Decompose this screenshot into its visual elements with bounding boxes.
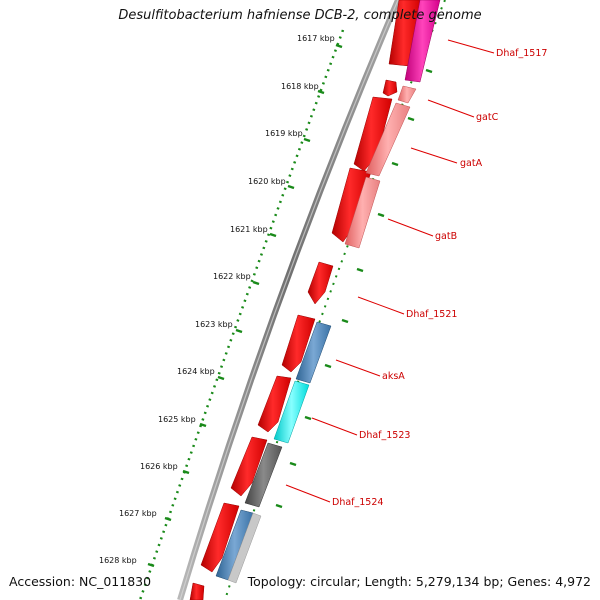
kbp-label: 1619 kbp	[265, 129, 303, 138]
gene-aksa[interactable]	[295, 321, 332, 384]
kbp-label: 1618 kbp	[281, 82, 319, 91]
inner-ticks	[275, 68, 433, 509]
gene-dhaf-1517[interactable]	[404, 0, 441, 83]
kbp-label: 1627 kbp	[119, 509, 157, 518]
annotation-ring	[215, 0, 441, 584]
outer-ticks	[147, 43, 343, 568]
cds-ring	[189, 0, 422, 600]
gene-label-dhaf-1524[interactable]: Dhaf_1524	[332, 497, 383, 508]
gene-label-dhaf-1521[interactable]: Dhaf_1521	[406, 309, 457, 320]
gene-gatc[interactable]	[397, 85, 417, 104]
cds-gene[interactable]	[189, 582, 205, 600]
kbp-labels: 1617 kbp 1618 kbp 1619 kbp 1620 kbp 1621…	[99, 34, 335, 565]
cds-gene[interactable]	[230, 436, 268, 497]
kbp-label: 1617 kbp	[297, 34, 335, 43]
cds-gene[interactable]	[307, 261, 334, 305]
kbp-label: 1623 kbp	[195, 320, 233, 329]
genome-backbone-highlight	[179, 0, 399, 600]
cds-gene[interactable]	[382, 79, 398, 97]
topology-text: Topology: circular; Length: 5,279,134 bp…	[247, 574, 591, 589]
gene-dhaf-1523[interactable]	[273, 380, 310, 444]
map-title: Desulfitobacterium hafniense DCB-2, comp…	[118, 8, 482, 23]
label-lines	[285, 39, 495, 503]
accession-text: Accession: NC_011830	[9, 574, 152, 589]
kbp-label: 1624 kbp	[177, 367, 215, 376]
gene-label-gatb[interactable]: gatB	[435, 231, 457, 242]
gene-label-dhaf-1517[interactable]: Dhaf_1517	[496, 48, 547, 59]
gene-labels: Dhaf_1517 gatC gatA gatB Dhaf_1521 aksA …	[332, 48, 547, 508]
cds-gene[interactable]	[200, 502, 240, 573]
gene-label-dhaf-1523[interactable]: Dhaf_1523	[359, 430, 410, 441]
kbp-label: 1620 kbp	[248, 177, 286, 186]
gene-label-gata[interactable]: gatA	[460, 158, 483, 169]
gene-label-gatc[interactable]: gatC	[476, 112, 499, 123]
gene-bottom-gray[interactable]	[227, 512, 262, 584]
gene-dhaf-1524[interactable]	[244, 442, 283, 508]
kbp-label: 1626 kbp	[140, 462, 178, 471]
gene-label-aksa[interactable]: aksA	[382, 371, 405, 382]
cds-gene[interactable]	[281, 314, 316, 373]
gene-gata[interactable]	[365, 102, 411, 177]
cds-gene[interactable]	[257, 375, 292, 433]
kbp-label: 1625 kbp	[158, 415, 196, 424]
kbp-label: 1628 kbp	[99, 556, 137, 565]
kbp-label: 1622 kbp	[213, 272, 251, 281]
kbp-label: 1621 kbp	[230, 225, 268, 234]
gene-gatb[interactable]	[344, 176, 381, 249]
